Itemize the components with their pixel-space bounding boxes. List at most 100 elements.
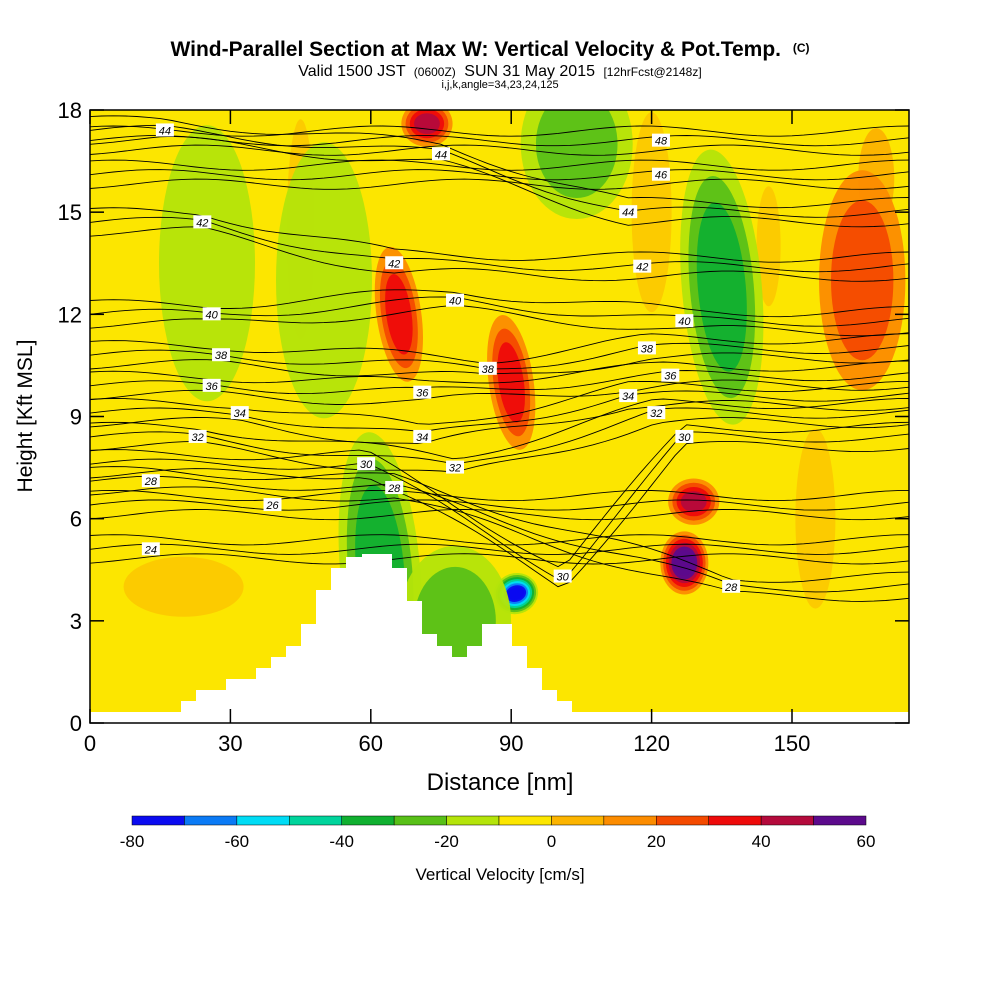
chart-subtitle-zulu: (0600Z) <box>414 65 456 79</box>
x-tick-label: 90 <box>499 731 523 756</box>
isentrope-label: 44 <box>432 147 450 161</box>
isentrope-label-text: 44 <box>159 125 171 137</box>
colorbar-tick-label: 60 <box>857 832 876 851</box>
colorbar-tick-label: -20 <box>434 832 459 851</box>
isentrope-label-text: 30 <box>557 572 570 584</box>
isentrope-label-text: 40 <box>678 316 691 328</box>
isentrope-label-bg <box>675 314 694 328</box>
isentrope-label-bg <box>385 481 404 495</box>
isentrope-48 <box>90 135 909 147</box>
isentrope-46 <box>90 178 909 190</box>
isentrope-label: 44 <box>619 205 638 219</box>
isentrope-label: 34 <box>413 429 432 444</box>
velocity-cell <box>276 142 372 419</box>
isentrope-label-text: 36 <box>664 371 677 383</box>
y-tick-label: 0 <box>70 711 82 736</box>
isentrope-label-bg <box>651 133 670 147</box>
colorbar-tick-label: -80 <box>120 832 145 851</box>
isentrope-label-text: 46 <box>655 170 668 182</box>
isentrope-label-text: 28 <box>724 582 738 594</box>
colorbar-swatch <box>289 815 342 826</box>
chart-subtitle-indices: i,j,k,angle=34,23,24,125 <box>441 79 558 91</box>
svg-text:Wind-Parallel Section at Max W: Wind-Parallel Section at Max W: Vertical… <box>170 38 809 61</box>
isentrope-label-text: 24 <box>144 544 157 556</box>
isentrope-24 <box>90 534 909 546</box>
isentrope-46 <box>90 159 909 171</box>
x-tick-label: 120 <box>633 731 670 756</box>
x-tick-label: 60 <box>359 731 383 756</box>
velocity-cell <box>696 202 747 372</box>
velocity-cell <box>123 556 244 617</box>
isentrope-30 <box>90 440 909 588</box>
isentrope-32 <box>90 398 909 460</box>
isentrope-label-text: 32 <box>449 463 461 475</box>
isentrope-46 <box>90 169 909 181</box>
isentrope-label-text: 38 <box>215 350 228 362</box>
isentrope-label-text: 38 <box>641 343 654 355</box>
isentrope-28 <box>90 475 909 593</box>
colorbar-tick-label: 20 <box>647 832 666 851</box>
colorbar-swatch <box>813 815 867 826</box>
isentrope-36 <box>90 360 909 384</box>
isentrope-label-text: 36 <box>206 381 219 393</box>
isentrope-label-bg <box>633 259 652 273</box>
isentrope-label: 28 <box>141 474 160 488</box>
isentrope-label: 32 <box>188 429 207 444</box>
colorbar-swatch <box>498 815 552 826</box>
isentrope-label: 46 <box>651 167 670 182</box>
isentrope-26 <box>90 509 909 521</box>
isentrope-label-bg <box>722 579 741 593</box>
isentrope-label: 36 <box>202 378 221 393</box>
isentrope-label: 48 <box>651 133 670 148</box>
y-tick-label: 6 <box>70 507 82 532</box>
x-tick-label: 30 <box>218 731 242 756</box>
colorbar-tick-label: -40 <box>329 832 354 851</box>
isentrope-44 <box>90 115 909 209</box>
isentrope-36 <box>90 370 909 395</box>
isentrope-label: 30 <box>357 457 376 471</box>
isentrope-label-bg <box>553 569 572 583</box>
colorbar-swatch <box>131 815 185 826</box>
isentrope-label: 36 <box>661 368 680 383</box>
isentrope-label-bg <box>230 406 249 420</box>
isentrope-label: 42 <box>633 259 652 274</box>
isentrope-label-bg <box>446 460 465 474</box>
velocity-cell <box>831 200 894 361</box>
isentrope-label-text: 30 <box>360 459 373 471</box>
isentrope-label-bg <box>647 406 666 420</box>
isentrope-label: 38 <box>637 341 656 355</box>
isentrope-label: 24 <box>141 542 160 556</box>
y-tick-label: 12 <box>58 302 82 327</box>
chart-subtitle-forecast: [12hrFcst@2148z] <box>603 65 701 79</box>
y-tick-label: 3 <box>70 609 82 634</box>
isentrope-label: 40 <box>446 293 465 308</box>
isentrope-48 <box>90 125 909 137</box>
isentrope-48 <box>90 144 909 156</box>
isentrope-30 <box>90 431 909 580</box>
isentrope-label-text: 28 <box>144 476 158 488</box>
colorbar-swatch <box>603 815 657 826</box>
isentrope-label: 28 <box>722 579 741 594</box>
isentrope-label-bg <box>193 215 212 229</box>
isentrope-28 <box>90 466 909 583</box>
chart-title-mark: (C) <box>793 41 810 55</box>
isentrope-40 <box>90 296 909 327</box>
isentrope-label: 34 <box>619 389 638 403</box>
isentrope-label-text: 32 <box>192 432 204 444</box>
colorbar-label: Vertical Velocity [cm/s] <box>415 865 584 884</box>
isentrope-label: 40 <box>675 314 694 328</box>
isentrope-label-bg <box>413 429 432 443</box>
colorbar: -80 -60 -40 -20 0 20 40 60 <box>120 815 876 851</box>
isentrope-28 <box>90 486 909 602</box>
isentrope-label-bg <box>478 361 497 375</box>
isentrope-26 <box>90 499 909 511</box>
isentrope-label-text: 34 <box>622 391 634 403</box>
isentrope-label: 26 <box>263 498 282 512</box>
isentrope-label-bg <box>212 348 231 362</box>
isentrope-44 <box>90 124 909 218</box>
isentrope-26 <box>90 489 909 502</box>
isentrope-label: 32 <box>647 406 666 420</box>
isentrope-24 <box>90 553 909 565</box>
x-axis-label: Distance [nm] <box>427 769 574 796</box>
